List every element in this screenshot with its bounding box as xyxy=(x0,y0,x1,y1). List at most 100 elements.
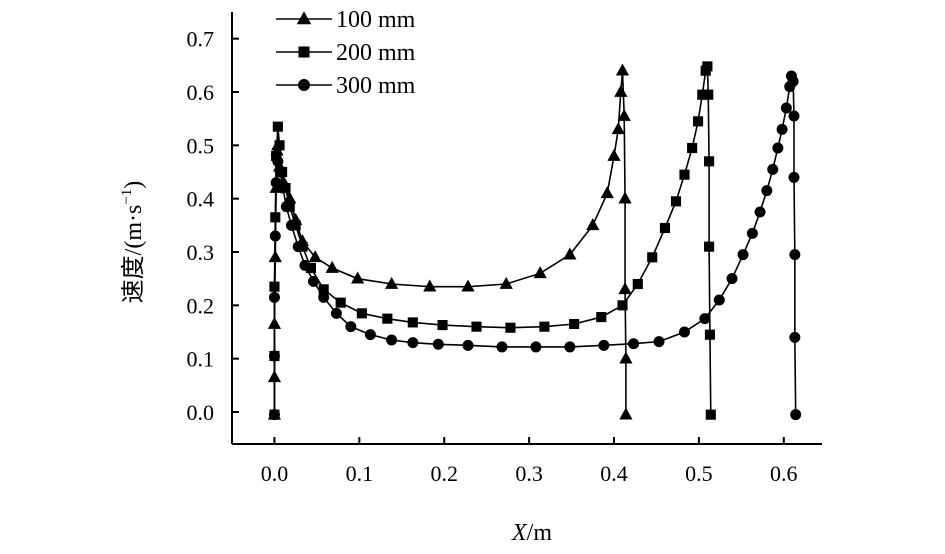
data-point-triangle xyxy=(499,276,513,289)
data-point-triangle xyxy=(614,84,628,97)
x-tick-label: 0.3 xyxy=(515,461,543,486)
data-point-circle xyxy=(285,219,297,231)
data-point-square xyxy=(704,156,715,167)
y-tick-label: 0.0 xyxy=(187,400,215,425)
data-point-triangle xyxy=(384,276,399,289)
y-tick-label: 0.5 xyxy=(187,133,215,158)
data-point-circle xyxy=(280,201,292,213)
data-point-square xyxy=(569,318,580,330)
series-300-mm xyxy=(268,70,802,421)
data-point-circle xyxy=(699,313,711,325)
data-point-triangle xyxy=(618,191,632,204)
data-point-circle xyxy=(789,249,801,261)
data-point-square xyxy=(596,312,607,323)
data-point-triangle xyxy=(611,122,625,135)
data-point-circle xyxy=(307,275,319,287)
legend-item: 200 mm xyxy=(276,40,416,66)
x-tick-label: 0.1 xyxy=(346,461,374,486)
data-point-circle xyxy=(272,155,284,167)
data-point-square xyxy=(704,241,715,252)
x-tick-label: 0.0 xyxy=(261,461,289,486)
data-point-square xyxy=(356,308,367,319)
data-point-square xyxy=(272,121,283,132)
data-point-circle xyxy=(790,409,802,421)
data-point-triangle xyxy=(351,271,365,284)
legend-marker-triangle xyxy=(296,11,312,25)
data-point-triangle xyxy=(325,260,339,273)
data-point-square xyxy=(697,89,708,100)
y-tick-label: 0.2 xyxy=(187,293,215,318)
data-point-square xyxy=(705,409,716,420)
data-point-triangle xyxy=(563,247,577,260)
series-200-mm xyxy=(269,61,716,420)
data-point-circle xyxy=(598,339,610,351)
data-point-square xyxy=(659,222,671,234)
data-point-square xyxy=(271,150,282,162)
data-point-circle xyxy=(780,102,792,114)
y-tick-label: 0.4 xyxy=(187,187,215,212)
data-point-circle xyxy=(386,334,398,346)
series-group xyxy=(267,61,802,421)
data-point-square xyxy=(679,169,690,180)
data-point-triangle xyxy=(619,407,633,420)
data-point-circle xyxy=(772,142,784,154)
x-axis-title: X/m xyxy=(511,520,552,546)
data-point-circle xyxy=(318,291,330,303)
axes xyxy=(231,12,822,445)
y-axis-title-close: ) xyxy=(121,181,147,189)
y-axis-title-main: 速度/(m·s xyxy=(120,205,147,304)
data-point-circle xyxy=(678,326,690,338)
data-point-square xyxy=(407,317,418,328)
data-point-circle xyxy=(746,227,758,239)
data-point-circle xyxy=(274,166,286,178)
data-point-square xyxy=(505,322,516,333)
y-tick-label: 0.7 xyxy=(187,27,215,52)
data-point-circle xyxy=(330,307,342,319)
y-axis-title: 速度/(m·s−1) xyxy=(119,181,147,304)
data-point-circle xyxy=(789,331,801,343)
data-point-circle xyxy=(462,339,474,351)
y-tick-label: 0.1 xyxy=(187,347,215,372)
data-point-square xyxy=(305,262,317,274)
x-axis-ticks: 0.0 0.1 0.2 0.3 0.4 0.5 0.6 xyxy=(261,437,798,486)
series-100-mm xyxy=(267,63,633,420)
data-point-circle xyxy=(788,110,800,122)
data-point-circle xyxy=(496,341,508,353)
data-point-triangle xyxy=(600,186,614,199)
data-point-circle xyxy=(737,249,749,261)
series-line xyxy=(273,75,797,415)
data-point-square xyxy=(692,116,704,127)
data-point-triangle xyxy=(533,266,547,279)
data-point-triangle xyxy=(607,148,621,161)
data-point-circle xyxy=(292,241,304,253)
legend: 100 mm 200 mm 300 mm xyxy=(276,7,416,99)
data-point-square xyxy=(274,140,285,151)
y-tick-label: 0.6 xyxy=(187,80,215,105)
data-point-circle xyxy=(761,185,773,197)
legend-label: 100 mm xyxy=(336,7,416,33)
data-point-circle xyxy=(776,123,788,135)
y-tick-label: 0.3 xyxy=(187,240,215,265)
data-point-square xyxy=(687,142,698,154)
data-point-circle xyxy=(299,259,311,271)
data-point-circle xyxy=(269,230,281,242)
data-point-triangle xyxy=(618,282,632,295)
data-point-circle xyxy=(653,336,665,348)
data-point-circle xyxy=(345,321,357,333)
legend-marker-square xyxy=(298,46,310,58)
x-tick-label: 0.4 xyxy=(600,461,628,486)
y-axis-title-superscript: −1 xyxy=(119,189,135,205)
data-point-square xyxy=(670,196,682,207)
data-point-square xyxy=(335,297,346,308)
data-point-square xyxy=(382,313,393,324)
series-line xyxy=(273,66,712,415)
data-point-triangle xyxy=(461,279,475,292)
data-point-square xyxy=(539,321,550,332)
data-point-triangle xyxy=(617,108,631,121)
data-point-circle xyxy=(726,273,738,285)
series-line xyxy=(273,70,627,415)
data-point-circle xyxy=(268,409,280,421)
x-axis-title-unit: /m xyxy=(527,520,553,546)
x-tick-label: 0.6 xyxy=(770,461,798,486)
data-point-triangle xyxy=(283,191,297,204)
